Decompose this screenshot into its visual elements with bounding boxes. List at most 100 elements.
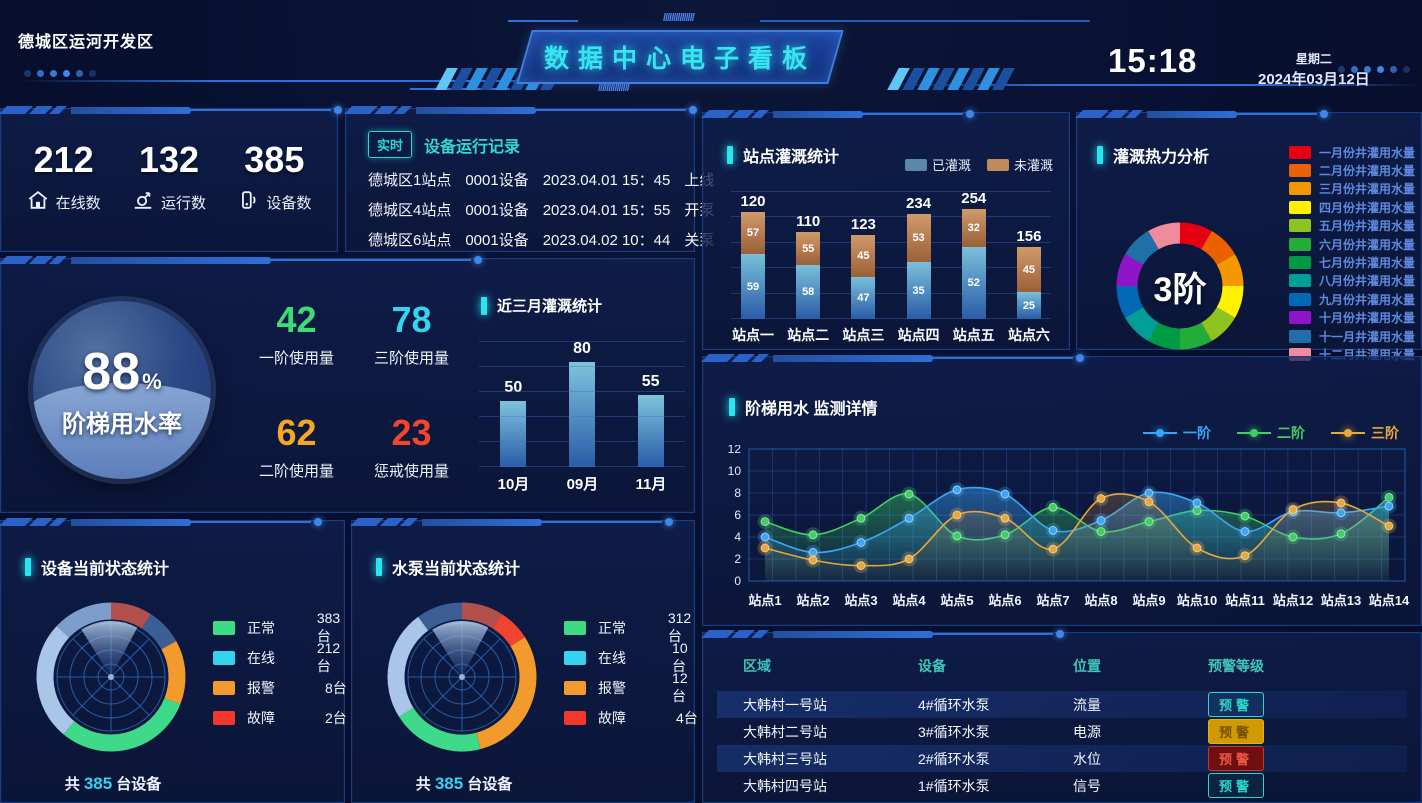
y-tick: 4 <box>734 530 741 544</box>
stat-item: 132 运行数 <box>132 139 206 215</box>
heat-legend-item[interactable]: 十月份井灌用水量12.3% <box>1289 309 1415 327</box>
status-legend-item[interactable]: 故障 4台 <box>564 703 699 733</box>
bar-segment-irrigated: 47 <box>851 277 876 319</box>
warning-badge[interactable]: 预警 <box>1208 746 1264 771</box>
heat-legend-item[interactable]: 三月份井灌用水量11.5% <box>1289 180 1415 198</box>
heat-legend-item[interactable]: 七月份井灌用水量0.95% <box>1289 253 1415 271</box>
heat-legend: 一月份井灌用水量15.2%二月份井灌用水量10.25三月份井灌用水量11.5%四… <box>1289 143 1415 364</box>
total-suffix: 台设备 <box>467 776 513 793</box>
device-status-legend: 正常 383台 在线 212台 报警 8台 故障 2台 <box>213 610 348 733</box>
x-tick: 站点7 <box>1036 593 1069 608</box>
bar-segment-unirrigated: 45 <box>851 235 876 277</box>
heat-legend-item[interactable]: 五月份井灌用水量16.5% <box>1289 217 1415 235</box>
legend-swatch <box>213 711 235 725</box>
heat-legend-item[interactable]: 一月份井灌用水量15.2% <box>1289 143 1415 161</box>
legend-swatch <box>904 159 927 171</box>
legend-label: 报警 <box>598 680 626 696</box>
data-point <box>856 561 866 571</box>
legend-label: 六月份井灌用水量 <box>1319 237 1416 252</box>
gridline <box>731 216 1051 217</box>
table-header-row: 区域 设备 位置 预警等级 <box>717 649 1407 683</box>
status-legend-item[interactable]: 在线 212台 <box>213 640 348 674</box>
cell-region: 大韩村三号站 <box>743 750 827 767</box>
x-tick: 站点12 <box>1273 593 1313 608</box>
data-point <box>1384 501 1394 511</box>
data-point <box>808 530 818 540</box>
legend-item[interactable]: 已灌溉 <box>904 155 971 174</box>
mini-bar: 50 <box>500 379 527 467</box>
log-device: 0001设备 <box>465 172 529 189</box>
station-bar-chart: 120 57 59 110 55 58 123 45 47 234 53 35 254 32 52 156 45… <box>731 190 1051 319</box>
device-log-title: 设备运行记录 <box>424 138 521 156</box>
x-tick: 站点11 <box>1225 593 1265 608</box>
data-point <box>1192 498 1202 508</box>
legend-value: 383台 <box>316 610 341 644</box>
panel-monitor-detail: 阶梯用水 监测详情 一阶 二阶 三阶 0 2 4 6 8 10 12 站点1 站点2 站点3 站点4 站点… <box>701 354 1422 626</box>
monitor-detail-title: 阶梯用水 监测详情 <box>729 395 877 419</box>
legend-label: 一阶 <box>1183 425 1211 441</box>
status-legend-item[interactable]: 故障 2台 <box>213 703 348 733</box>
pump-status-donut <box>387 602 537 752</box>
status-legend-item[interactable]: 正常 383台 <box>213 610 348 644</box>
legend-label: 一月份井灌用水量 <box>1319 145 1416 160</box>
log-station: 德城区1站点 <box>368 172 452 189</box>
header-accent-line <box>760 20 1090 22</box>
panel-decoration <box>344 105 697 115</box>
usage-stat-value: 42 <box>276 299 317 340</box>
cell-device: 4#循环水泵 <box>918 696 990 713</box>
legend-item[interactable]: 未灌溉 <box>986 155 1053 174</box>
warning-badge[interactable]: 预警 <box>1208 692 1264 717</box>
cell-device: 1#循环水泵 <box>918 777 990 794</box>
mini-x-label: 11月 <box>635 476 667 493</box>
cell-warning: 预警 <box>1208 719 1407 744</box>
status-legend-item[interactable]: 正常 312台 <box>564 610 699 644</box>
device-total: 共 385 台设备 <box>23 773 203 794</box>
legend-swatch <box>213 681 235 695</box>
clock: 15:18 <box>1108 42 1198 79</box>
usage-stat: 42 一阶使用量 <box>239 299 354 386</box>
table-row: 大韩村二号站 3#循环水泵 电源 预警 <box>717 718 1407 745</box>
heat-legend-item[interactable]: 二月份井灌用水量10.25 <box>1289 161 1415 179</box>
x-tick: 站点3 <box>844 593 877 608</box>
heat-legend-item[interactable]: 十一月井灌用水量0.3% <box>1289 327 1415 345</box>
usage-stat-label: 惩戒使用量 <box>373 463 449 480</box>
status-legend-item[interactable]: 在线 10台 <box>564 640 699 674</box>
stats-row: 212 在线数 132 运行数 385 设备数 <box>11 139 327 215</box>
warning-badge[interactable]: 预警 <box>1208 773 1264 798</box>
legend-label: 正常 <box>247 620 275 636</box>
panel-device-status: 设备当前状态统计 正常 383台 在线 212台 报警 8台 故障 2台 共 385 台设备 <box>0 518 348 803</box>
three-month-title: 近三月灌溉统计 <box>481 295 602 316</box>
total-prefix: 共 <box>64 776 80 793</box>
status-legend-item[interactable]: 报警 12台 <box>564 670 699 704</box>
pump-status-title: 水泵当前状态统计 <box>376 555 520 579</box>
legend-swatch <box>1289 256 1311 270</box>
legend-label: 十月份井灌用水量 <box>1319 311 1416 326</box>
cell-position: 电源 <box>1073 723 1101 740</box>
title-bar-icon <box>729 398 735 416</box>
warning-badge[interactable]: 预警 <box>1208 719 1264 744</box>
legend-item[interactable]: 一阶 <box>1143 423 1211 443</box>
legend-label: 七月份井灌用水量 <box>1319 256 1416 271</box>
cell-warning: 预警 <box>1208 746 1407 771</box>
cell-position: 水位 <box>1073 750 1101 767</box>
legend-swatch <box>1289 145 1311 159</box>
header-line-right <box>880 84 1422 86</box>
heat-legend-item[interactable]: 四月份井灌用水量12.3% <box>1289 198 1415 216</box>
legend-label: 二月份井灌用水量 <box>1319 164 1416 179</box>
heat-legend-item[interactable]: 六月份井灌用水量19.4% <box>1289 235 1415 253</box>
mini-bar-value: 50 <box>504 379 523 397</box>
status-legend-item[interactable]: 报警 8台 <box>213 673 348 703</box>
legend-value: 8台 <box>325 680 347 696</box>
legend-item[interactable]: 二阶 <box>1237 423 1305 443</box>
stat-label: 设备数 <box>266 194 312 212</box>
heat-legend-item[interactable]: 九月份井灌用水量16.5% <box>1289 290 1415 308</box>
legend-item[interactable]: 三阶 <box>1331 423 1399 443</box>
bar-segment-unirrigated: 57 <box>741 212 765 254</box>
log-row: 德城区4站点 0001设备 2023.04.01 15：55 开泵 <box>368 199 714 220</box>
panel-online-stats: 212 在线数 132 运行数 385 设备数 <box>0 106 342 252</box>
pump-total: 共 385 台设备 <box>374 773 554 794</box>
heat-legend-item[interactable]: 八月份井灌用水量19.4% <box>1289 272 1415 290</box>
mini-x-label: 09月 <box>566 476 599 493</box>
bar-group: 120 57 59 <box>731 193 775 319</box>
bar-group: 123 45 47 <box>841 216 885 319</box>
